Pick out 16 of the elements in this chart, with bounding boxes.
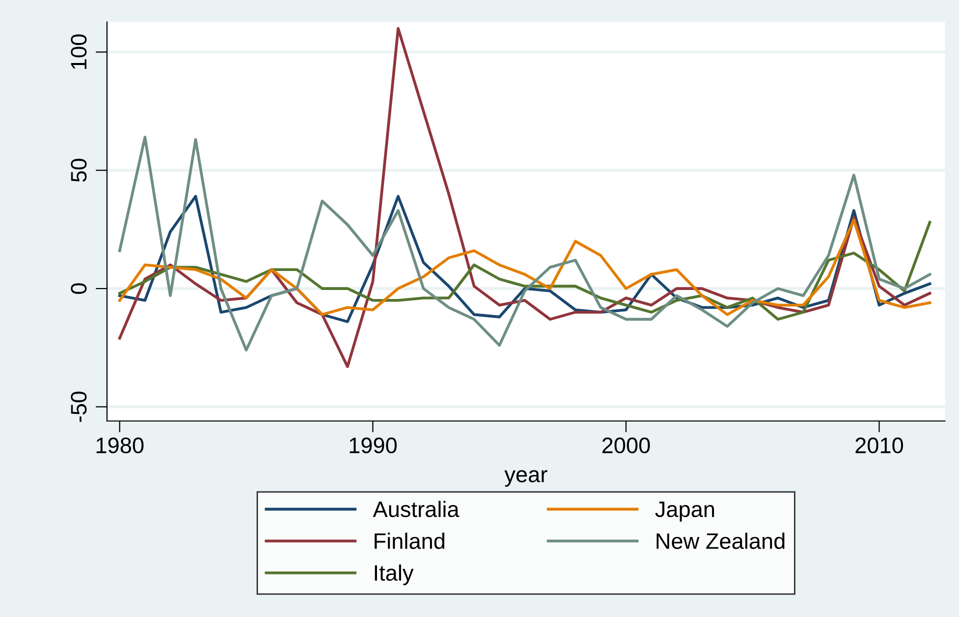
y-tick-label: 0 (70, 283, 87, 294)
legend-label: New Zealand (656, 532, 784, 549)
legend-label: Finland (374, 532, 444, 549)
x-axis-title: year (504, 470, 548, 487)
legend-label: Italy (374, 564, 414, 586)
legend-label: Australia (372, 500, 460, 518)
x-tick-label: 2000 (602, 438, 650, 454)
x-tick-label: 2010 (856, 438, 904, 454)
x-tick-label: 1980 (96, 438, 144, 454)
y-tick-label: 50 (70, 158, 87, 182)
y-tick-label: -50 (70, 392, 87, 422)
line-series (118, 136, 932, 352)
x-tick-label: 1990 (350, 438, 397, 454)
line-series (118, 26, 932, 368)
y-tick-label: 100 (70, 34, 87, 69)
legend-label: Japan (655, 502, 714, 522)
